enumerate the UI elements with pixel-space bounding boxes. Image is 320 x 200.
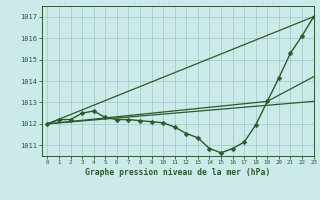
X-axis label: Graphe pression niveau de la mer (hPa): Graphe pression niveau de la mer (hPa) (85, 168, 270, 177)
